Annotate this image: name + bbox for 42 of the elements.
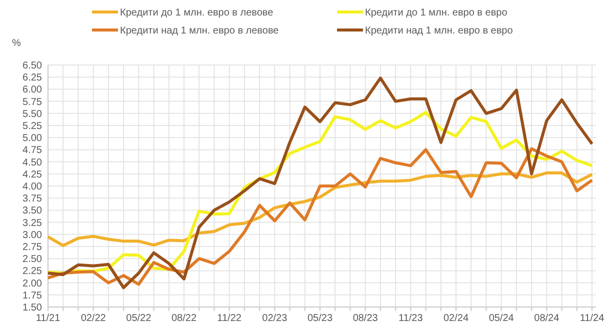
line-series	[46, 171, 594, 248]
legend-label: Кредити над 1 млн. евро в евро	[365, 26, 514, 36]
y-tick-label: 6.50	[22, 60, 42, 72]
y-tick-label: 5.50	[22, 108, 42, 120]
y-tick-label: 4.75	[22, 145, 42, 156]
y-tick-label: 2.75	[22, 242, 42, 253]
legend-label: Кредити до 1 млн. евро в левове	[120, 8, 274, 18]
line-series	[46, 76, 594, 290]
y-tick-label: 6.25	[22, 72, 42, 84]
x-tick-label: 08/22	[171, 313, 197, 324]
y-tick-label: 5.00	[22, 133, 42, 144]
y-tick-label: 5.25	[22, 121, 42, 132]
y-tick-label: 1.50	[22, 302, 42, 314]
x-tick-label: 02/24	[443, 313, 469, 324]
y-tick-label: 3.00	[22, 230, 42, 241]
y-tick-label: 5.75	[22, 96, 42, 108]
y-tick-label: 4.50	[22, 157, 42, 168]
y-tick-label: 4.25	[22, 169, 42, 180]
y-tick-label: 2.00	[22, 278, 42, 290]
x-tick-label: 11/23	[398, 313, 424, 324]
x-tick-label: 11/21	[36, 313, 61, 324]
x-tick-label: 05/22	[126, 313, 152, 324]
y-tick-label: 4.00	[22, 182, 42, 192]
y-tick-label: 3.75	[22, 194, 42, 205]
y-axis-title: %	[12, 38, 21, 49]
y-tick-label: 3.25	[22, 218, 42, 229]
x-tick-label: 05/23	[307, 313, 333, 324]
line-series	[46, 147, 594, 286]
x-tick-label: 08/23	[352, 313, 378, 324]
y-tick-label: 6.00	[22, 84, 42, 96]
x-tick-label: 11/22	[217, 313, 242, 324]
x-tick-label: 08/24	[534, 313, 560, 324]
y-tick-label: 1.75	[22, 290, 42, 302]
x-tick-label: 02/22	[80, 313, 106, 324]
legend-label: Кредити над 1 млн. евро в левове	[120, 26, 280, 36]
x-tick-label: 05/24	[488, 313, 514, 324]
y-tick-label: 2.25	[22, 266, 42, 278]
y-tick-label: 2.50	[22, 254, 42, 266]
y-tick-label: 3.50	[22, 206, 42, 217]
x-tick-label: 11/24	[580, 313, 605, 324]
x-tick-label: 02/23	[262, 313, 288, 324]
legend-label: Кредити до 1 млн. евро в евро	[365, 8, 508, 18]
